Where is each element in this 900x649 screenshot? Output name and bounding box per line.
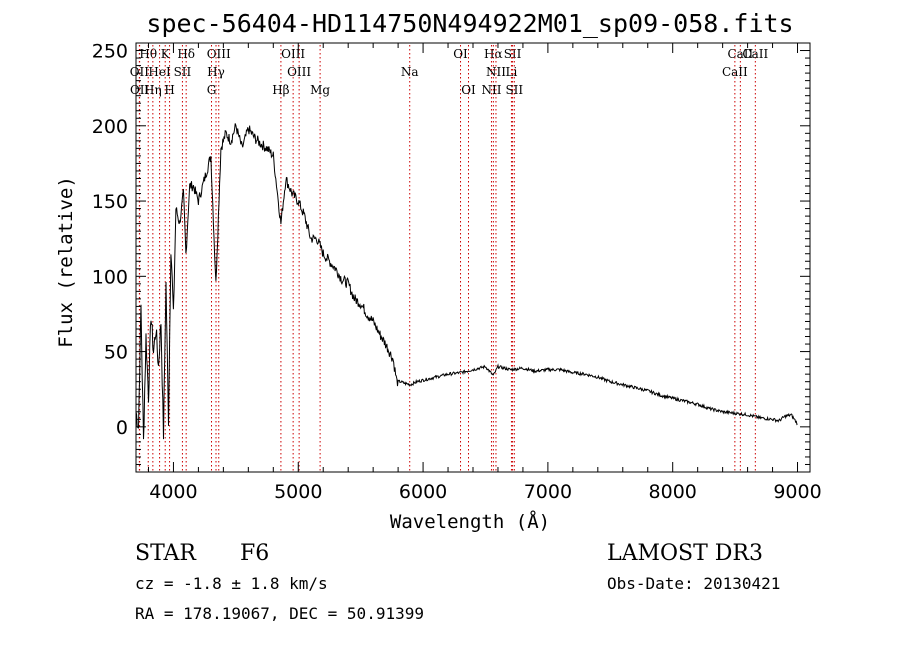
line-marker-label: Mg [310, 83, 330, 97]
object-class: STAR [135, 541, 197, 566]
line-marker-label: Hα [484, 47, 503, 61]
y-tick-label: 100 [92, 266, 128, 288]
x-tick-label: 8000 [649, 481, 697, 503]
y-tick-label: 250 [92, 41, 128, 63]
line-marker-label: CaII [742, 47, 768, 61]
line-marker-label: NII [481, 83, 501, 97]
line-marker-label: Hη [144, 83, 162, 97]
x-tick-label: 4000 [149, 481, 197, 503]
line-marker-label: OIII [207, 47, 231, 61]
line-marker-label: SII [504, 47, 522, 61]
line-marker-label: OIII [287, 65, 311, 79]
y-axis-label: Flux (relative) [55, 176, 77, 348]
survey-label: LAMOST DR3 [607, 541, 763, 566]
line-marker-label: Hγ [207, 65, 225, 79]
obs-date-label: Obs-Date: 20130421 [607, 574, 780, 593]
line-marker-label: K [161, 47, 171, 61]
line-marker-label: HeI [148, 65, 171, 79]
line-marker-label: Hθ [139, 47, 157, 61]
x-tick-label: 9000 [773, 481, 821, 503]
line-marker-label: OII [130, 65, 150, 79]
axes: 4000 5000 6000 7000 8000 9000 0 50 100 150 200 250 [92, 41, 822, 503]
line-marker-label: OI [461, 83, 476, 97]
x-tick-label: 6000 [399, 481, 447, 503]
line-marker-label: H [164, 83, 174, 97]
x-tick-label: 7000 [524, 481, 572, 503]
line-marker-label: CaII [727, 47, 753, 61]
line-marker-label: Hβ [272, 83, 289, 97]
redshift-label: cz = -1.8 ± 1.8 km/s [135, 574, 328, 593]
line-marker-label: Li [506, 65, 518, 79]
flux-series-line [135, 123, 798, 440]
radec-label: RA = 178.19067, DEC = 50.91399 [135, 604, 424, 623]
x-axis-label: Wavelength (Å) [390, 510, 550, 533]
line-marker-label: NII [486, 65, 506, 79]
line-marker-label: SII [174, 65, 192, 79]
series [135, 123, 798, 440]
chart-title: spec-56404-HD114750N494922M01_sp09-058.f… [146, 9, 793, 38]
object-subclass: F6 [240, 541, 269, 566]
y-tick-label: 200 [92, 116, 128, 138]
line-marker-label: SII [505, 83, 523, 97]
line-marker-label: Hδ [177, 47, 195, 61]
line-marker-label: G [207, 83, 217, 97]
y-tick-label: 150 [92, 191, 128, 213]
x-tick-label: 5000 [274, 481, 322, 503]
y-tick-label: 0 [116, 417, 128, 439]
line-marker-label: OII [130, 83, 150, 97]
line-marker-label: OI [453, 47, 468, 61]
line-marker-label: Na [401, 65, 419, 79]
y-tick-label: 50 [104, 342, 128, 364]
line-marker-label: CaII [722, 65, 748, 79]
line-marker-label: OIII [281, 47, 305, 61]
